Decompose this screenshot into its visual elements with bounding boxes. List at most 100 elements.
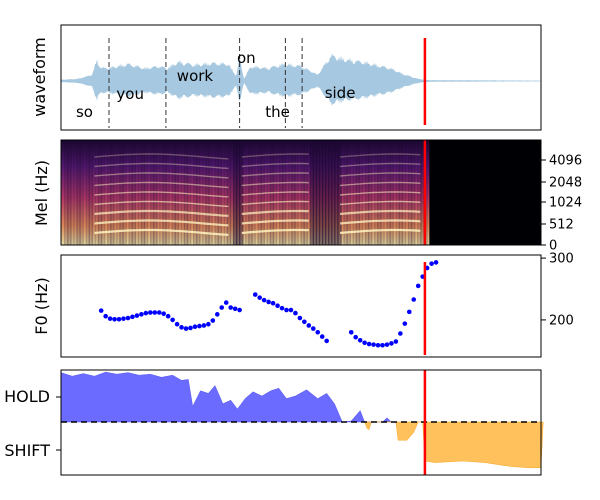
f0-point [165,313,171,319]
f0-point [389,341,394,346]
f0-point [398,331,403,336]
f0-point [156,310,162,315]
harmonic-band [241,162,309,168]
spectrogram-column [349,140,354,245]
harmonic-band [340,209,421,216]
shift-label: SHIFT [4,441,50,460]
spectrogram-column [235,140,241,245]
f0-frame [60,254,542,358]
turn-frame [60,369,542,476]
spectrogram-column [88,140,94,245]
shift-area [364,421,544,469]
f0-point [201,323,207,328]
spectrogram-column [328,140,333,245]
f0-point [315,329,321,335]
spectrogram-column [340,140,345,245]
spectrogram-column [183,140,189,245]
spectrogram-column [334,140,339,245]
word-label: so [76,103,93,121]
spectrogram-column [420,140,425,245]
word-labels: so you work on the side [76,49,355,121]
spectrogram-column [318,140,324,245]
f0-point [206,321,211,327]
f0-point [130,314,135,320]
f0-point [402,321,408,326]
spectrogram-column [67,140,72,245]
spectrogram-column [97,140,103,245]
f0-point [310,326,316,331]
spectrogram-column [239,140,244,245]
word-label: you [116,85,144,103]
waveform-trace [61,53,541,106]
harmonic-band [94,219,229,227]
word-label: the [265,103,290,121]
spectrogram-column [251,140,256,245]
spectrogram-column [260,140,265,245]
harmonic-band [340,162,421,168]
mel-yaxis: 0 512 1024 2048 4096 [541,154,582,254]
spectrogram-column [79,140,84,245]
spectrogram-column [248,140,253,245]
f0-point [197,323,202,329]
f0-point [192,324,198,330]
f0-point [319,334,325,339]
spectrogram-column [103,140,109,245]
f0-point [266,299,271,305]
spectrogram-column [110,140,115,245]
f0-point [139,312,144,317]
spectrogram-column [343,140,348,245]
f0-point [125,315,131,321]
mel-ylabel: Mel (Hz) [32,160,51,226]
f0-point [152,310,158,315]
spectrogram-column [180,140,186,245]
spectrogram-column [331,140,336,245]
f0-point [306,323,312,328]
mel-tick-label: 4096 [549,154,582,169]
spectrogram-column [315,140,321,245]
spectrogram-column [358,140,364,245]
spectrogram-column [254,140,259,245]
f0-point [219,305,225,310]
f0-point [188,325,193,331]
f0-ylabel: F0 (Hz) [32,277,51,334]
f0-point [170,317,175,323]
waveform-ylabel: waveform [30,37,49,117]
spectrogram-column [76,140,81,245]
harmonic-band [241,191,309,196]
spectrogram-column [202,140,207,245]
harmonic-band [94,162,229,170]
f0-yaxis: 200 300 [541,252,574,328]
f0-points [98,260,439,348]
f0-point [270,300,276,306]
mel-tick-label: 0 [549,239,557,254]
spectrogram-column [242,140,247,245]
word-label: work [177,67,214,85]
spectrogram-column [309,140,315,245]
f0-point [357,338,363,343]
waveform-panel: so you work on the side waveform [30,24,542,131]
spectrogram-silence [429,140,541,245]
f0-point [174,321,180,327]
harmonic-band [241,181,309,187]
f0-point [393,339,399,344]
f0-point [293,310,298,316]
harmonic-band [340,181,421,187]
f0-point [297,315,303,321]
spectrogram-column [257,140,262,245]
spectrogram-column [94,140,100,245]
f0-point [348,329,354,335]
mel-tick-label: 1024 [549,196,582,211]
f0-point [112,316,117,322]
harmonic-band [340,219,421,225]
spectrogram-column [226,140,232,245]
spectrogram-column [346,140,351,245]
spectrogram-column [214,140,219,245]
harmonic-band [94,153,229,160]
spectrogram-column [325,140,330,245]
hold-area [60,371,392,423]
harmonic-band [241,172,309,177]
f0-point [433,260,439,265]
f0-point [288,307,294,313]
harmonic-band [340,153,421,158]
